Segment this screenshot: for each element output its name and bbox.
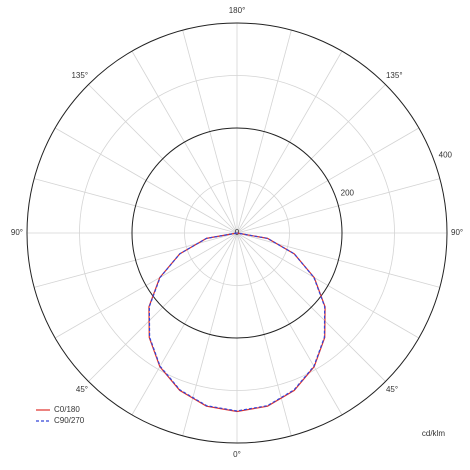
series-line [148, 232, 326, 412]
angle-tick-label: 180° [229, 6, 246, 15]
grid-ring [26, 22, 448, 444]
angle-tick-label: 135° [386, 71, 403, 80]
angle-tick-label: 90° [451, 228, 463, 237]
minor-grid-ring [79, 75, 395, 391]
legend-label: C90/270 [54, 416, 85, 425]
angle-tick-label: 45° [76, 385, 88, 394]
radial-tick-label: 400 [439, 151, 453, 160]
angle-tick-label: 0° [233, 450, 241, 459]
unit-label: cd/klm [422, 429, 445, 438]
legend-label: C0/180 [54, 405, 80, 414]
grid-ring [131, 127, 343, 339]
minor-grid-ring [184, 180, 290, 286]
angle-tick-label: 135° [71, 71, 88, 80]
angle-tick-label: 90° [11, 228, 23, 237]
radial-tick-label: 200 [341, 188, 355, 197]
angle-tick-label: 45° [386, 385, 398, 394]
